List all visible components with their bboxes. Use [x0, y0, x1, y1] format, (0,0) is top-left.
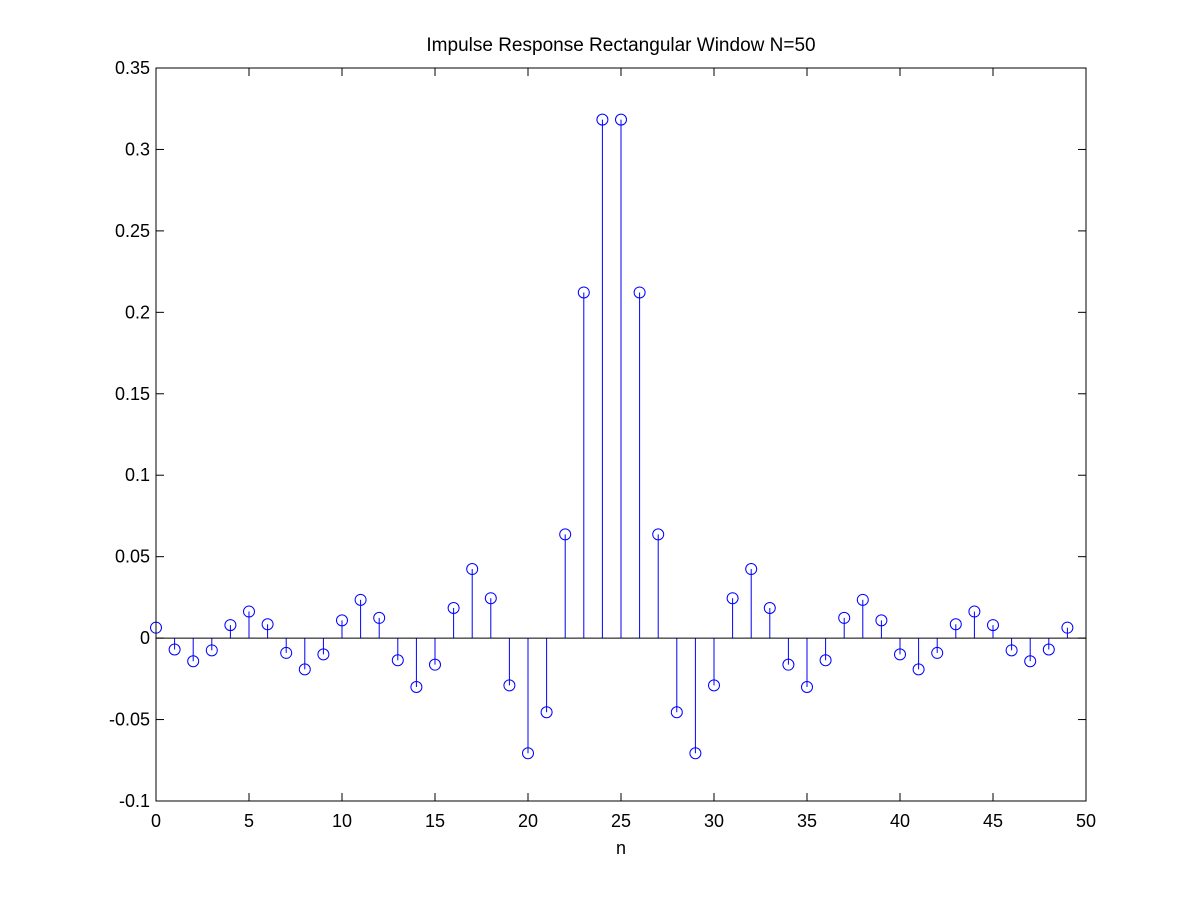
stem-marker [670, 706, 683, 719]
stem-marker [410, 680, 423, 693]
stem-marker [596, 113, 609, 126]
stem-marker [280, 646, 293, 659]
chart-title: Impulse Response Rectangular Window N=50 [426, 35, 815, 56]
stem-marker [801, 680, 813, 693]
y-tick-label: 0.1 [125, 465, 150, 485]
stem-marker [949, 618, 962, 631]
stem-marker [856, 593, 869, 606]
stem-marker [447, 601, 460, 614]
ticks-layer: 0 5 10 15 20 25 30 35 40 45 50 -0.1 -0.05 0 0.05 0.1 0.1… [109, 58, 1096, 831]
stem-marker [987, 619, 999, 632]
stem-marker [708, 679, 720, 692]
stem-marker [931, 646, 944, 659]
stem-marker [336, 614, 348, 627]
y-tick-label: 0.35 [115, 58, 150, 78]
x-tick-label: 50 [1076, 811, 1096, 831]
stem-marker [559, 528, 572, 541]
x-tick-label: 10 [332, 811, 352, 831]
stem-marker [187, 655, 200, 668]
y-tick-label: 0.3 [125, 139, 150, 159]
stem-marker [168, 643, 181, 656]
stem-marker [875, 614, 888, 627]
x-tick-label: 25 [611, 811, 631, 831]
stem-marker [503, 679, 516, 692]
x-tick-label: 45 [983, 811, 1003, 831]
y-tick-label: -0.05 [109, 710, 150, 730]
stem-marker [540, 706, 553, 719]
stem-marker [1005, 644, 1018, 657]
stem-marker [224, 619, 237, 632]
stem-marker [726, 592, 739, 605]
x-tick-label: 30 [704, 811, 724, 831]
stem-marker [633, 286, 646, 299]
y-tick-label: 0.05 [115, 547, 150, 567]
stem-marker [968, 605, 981, 618]
stem-marker [577, 286, 590, 299]
x-tick-label: 40 [890, 811, 910, 831]
stem-marker [243, 605, 255, 618]
stem-marker [819, 654, 832, 667]
x-axis-label: n [616, 838, 626, 858]
stem-marker [466, 563, 479, 576]
stem-marker [652, 528, 665, 541]
stem-marker [1061, 621, 1074, 634]
stem-marker [894, 648, 906, 661]
stem-marker [1042, 643, 1055, 656]
x-tick-label: 0 [151, 811, 161, 831]
stem-marker [1024, 655, 1037, 668]
stem-marker [912, 663, 925, 676]
stem-marker [317, 648, 330, 661]
stem-marker [261, 618, 274, 631]
y-tick-label: -0.1 [119, 791, 150, 811]
stem-marker [429, 658, 441, 671]
x-tick-label: 15 [425, 811, 445, 831]
y-tick-label: 0.15 [115, 384, 150, 404]
stem-marker [298, 663, 311, 676]
stem-marker [391, 654, 404, 667]
stem-marker [205, 644, 218, 657]
stem-marker [745, 563, 758, 576]
axes-box [155, 67, 1087, 802]
stem-marker [782, 658, 795, 671]
x-tick-label: 5 [244, 811, 254, 831]
stems-layer [150, 113, 1074, 760]
y-tick-label: 0.2 [125, 302, 150, 322]
y-tick-label: 0 [140, 628, 150, 648]
stem-marker [522, 747, 534, 760]
stem-marker [484, 592, 497, 605]
y-tick-label: 0.25 [115, 221, 150, 241]
x-tick-label: 20 [518, 811, 538, 831]
stem-marker [689, 747, 702, 760]
stem-marker [373, 611, 386, 624]
stem-marker [615, 113, 627, 126]
x-tick-label: 35 [797, 811, 817, 831]
stem-marker [354, 593, 367, 606]
stem-marker [838, 611, 851, 624]
stem-marker [763, 601, 776, 614]
